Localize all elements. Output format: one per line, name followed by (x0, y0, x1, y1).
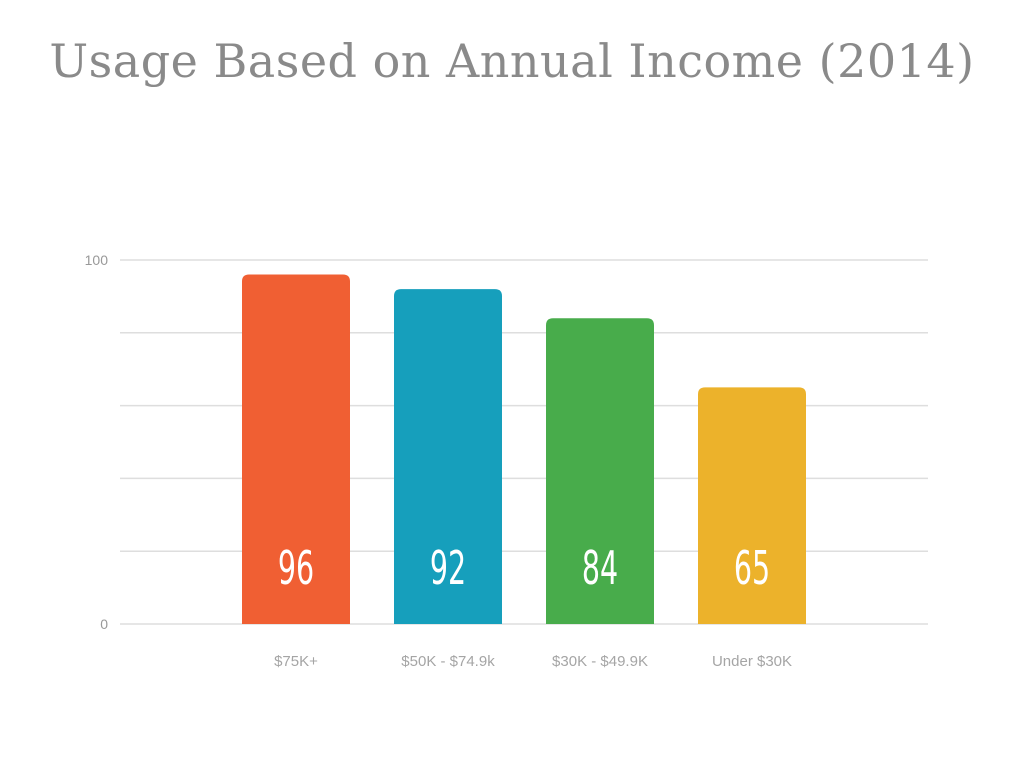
bar (546, 318, 654, 624)
bar-value-label: 96 (278, 542, 314, 596)
gridlines (120, 259, 928, 625)
y-tick-label: 0 (100, 616, 108, 632)
chart-title: Usage Based on Annual Income (2014) (49, 34, 975, 88)
value-labels: 96 92 84 65 (278, 542, 770, 596)
bar (242, 274, 350, 624)
y-tick-label: 100 (85, 252, 109, 268)
bar-value-label: 65 (734, 542, 770, 596)
bar-value-label: 92 (430, 542, 466, 596)
category-label: $30K - $49.9K (552, 653, 648, 670)
y-axis-ticks: 0 100 (85, 252, 109, 632)
bar (698, 387, 806, 624)
bar (394, 289, 502, 624)
category-label: $75K+ (274, 653, 318, 670)
x-axis-labels: $75K+ $50K - $74.9k $30K - $49.9K Under $30… (274, 653, 792, 670)
bars (242, 274, 806, 624)
bar-value-label: 84 (582, 542, 618, 596)
category-label: $50K - $74.9k (401, 653, 495, 670)
category-label: Under $30K (712, 653, 792, 670)
